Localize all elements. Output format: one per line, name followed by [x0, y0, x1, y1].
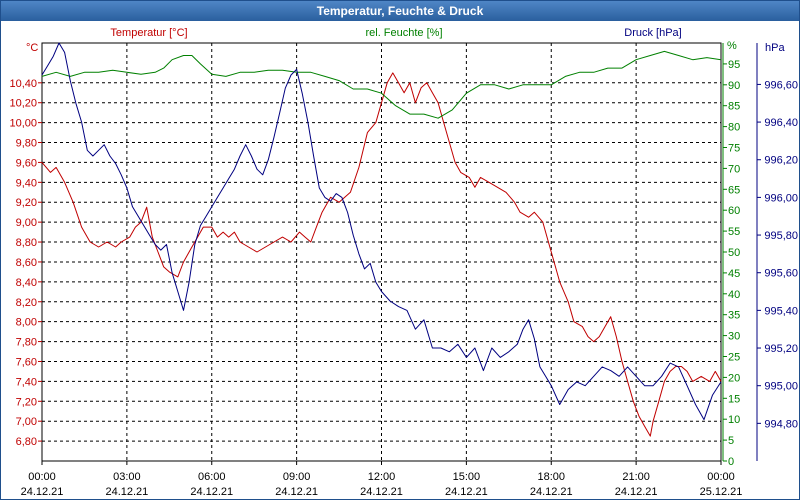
x-tick-date: 24.12.21 [530, 486, 573, 498]
humidity-tick-label: 50 [728, 247, 740, 259]
x-tick-date: 24.12.21 [275, 486, 318, 498]
humidity-tick-label: 80 [728, 122, 740, 134]
humidity-tick-label: 70 [728, 163, 740, 175]
x-tick-date: 24.12.21 [190, 486, 233, 498]
temp-tick-label: 9,20 [16, 197, 37, 209]
pressure-tick-label: 995,60 [764, 268, 798, 280]
humidity-tick-label: 15 [728, 393, 740, 405]
humidity-tick-label: 0 [728, 456, 734, 468]
humidity-tick-label: 20 [728, 372, 740, 384]
pressure-tick-label: 995,00 [764, 381, 798, 393]
temp-tick-label: 10,20 [9, 98, 37, 110]
x-tick-date: 25.12.21 [700, 486, 743, 498]
legend-pressure: Druck [hPa] [624, 27, 681, 39]
humidity-tick-label: 40 [728, 289, 740, 301]
temp-tick-label: 8,60 [16, 257, 37, 269]
x-tick-date: 24.12.21 [445, 486, 488, 498]
x-tick-time: 12:00 [368, 471, 396, 483]
x-tick-time: 03:00 [113, 471, 141, 483]
humidity-tick-label: 75 [728, 143, 740, 155]
temp-unit: °C [26, 42, 38, 54]
humidity-tick-label: 5 [728, 435, 734, 447]
temp-tick-label: 7,40 [16, 376, 37, 388]
x-tick-date: 24.12.21 [360, 486, 403, 498]
humidity-tick-label: 60 [728, 205, 740, 217]
temp-tick-label: 9,00 [16, 217, 37, 229]
humidity-tick-label: 25 [728, 352, 740, 364]
x-tick-time: 00:00 [707, 471, 735, 483]
temp-tick-label: 7,60 [16, 356, 37, 368]
temp-tick-label: 9,80 [16, 138, 37, 150]
chart-title: Temperatur, Feuchte & Druck [1, 1, 799, 21]
pressure-tick-label: 995,40 [764, 305, 798, 317]
humidity-tick-label: 65 [728, 184, 740, 196]
x-tick-time: 21:00 [622, 471, 650, 483]
humidity-tick-label: 55 [728, 226, 740, 238]
temp-tick-label: 8,80 [16, 237, 37, 249]
temp-tick-label: 9,40 [16, 177, 37, 189]
chart-canvas: 6,80 7,00 7,20 7,40 7,60 7,80 8,00 8,20 8,40 8,60… [9, 27, 798, 498]
temp-tick-label: 10,40 [9, 78, 37, 90]
pressure-tick-label: 995,80 [764, 230, 798, 242]
pressure-tick-label: 994,80 [764, 418, 798, 430]
temp-tick-label: 10,00 [9, 118, 37, 130]
series-line-pressure [41, 42, 722, 421]
legend-humidity: rel. Feuchte [%] [365, 27, 442, 39]
humidity-tick-label: 30 [728, 331, 740, 343]
temp-tick-label: 8,20 [16, 297, 37, 309]
x-tick-date: 24.12.21 [105, 486, 148, 498]
pressure-unit: hPa [765, 42, 785, 54]
x-tick-time: 06:00 [198, 471, 226, 483]
temp-tick-label: 7,00 [16, 416, 37, 428]
x-tick-date: 24.12.21 [21, 486, 64, 498]
humidity-unit: % [727, 40, 737, 52]
humidity-tick-label: 95 [728, 59, 740, 71]
pressure-tick-label: 995,20 [764, 343, 798, 355]
pressure-tick-label: 996,40 [764, 117, 798, 129]
x-tick-time: 18:00 [537, 471, 565, 483]
temp-tick-label: 6,80 [16, 436, 37, 448]
humidity-tick-label: 10 [728, 414, 740, 426]
series-line-humidity [41, 50, 722, 119]
pressure-tick-label: 996,60 [764, 79, 798, 91]
humidity-tick-label: 85 [728, 101, 740, 113]
humidity-tick-label: 35 [728, 310, 740, 322]
x-tick-date: 24.12.21 [615, 486, 658, 498]
x-tick-time: 15:00 [453, 471, 481, 483]
legend-temperature: Temperatur [°C] [110, 27, 187, 39]
pressure-tick-label: 996,20 [764, 155, 798, 167]
temp-tick-label: 7,80 [16, 337, 37, 349]
temp-tick-label: 8,40 [16, 277, 37, 289]
temp-tick-label: 9,60 [16, 157, 37, 169]
temp-tick-label: 8,00 [16, 317, 37, 329]
pressure-tick-label: 996,00 [764, 192, 798, 204]
temp-tick-label: 7,20 [16, 396, 37, 408]
series-line-temp [41, 72, 722, 437]
humidity-tick-label: 90 [728, 80, 740, 92]
x-tick-time: 09:00 [283, 471, 311, 483]
humidity-tick-label: 45 [728, 268, 740, 280]
x-tick-time: 00:00 [28, 471, 56, 483]
